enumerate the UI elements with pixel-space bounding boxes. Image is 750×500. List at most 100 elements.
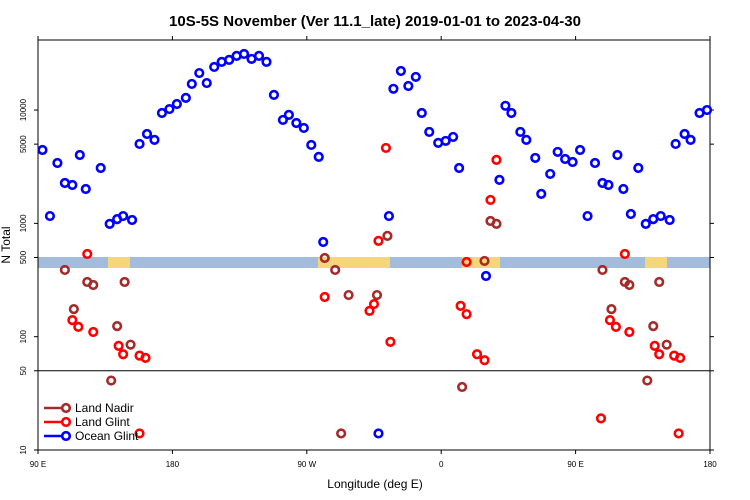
point — [670, 138, 681, 150]
x-tick-label: 180 — [703, 460, 717, 469]
point — [238, 48, 250, 60]
point — [385, 336, 396, 347]
x-tick-label: 180 — [166, 460, 180, 469]
point — [268, 89, 280, 101]
point — [552, 146, 563, 158]
point — [319, 252, 330, 264]
point — [74, 149, 85, 161]
point — [298, 122, 309, 134]
legend-label: Ocean Glint — [75, 429, 139, 443]
point — [654, 276, 665, 288]
point — [395, 65, 406, 77]
point — [480, 270, 492, 282]
point — [403, 80, 414, 92]
point — [455, 300, 466, 311]
point — [118, 349, 129, 360]
chart-title: 10S-5S November (Ver 11.1_late) 2019-01-… — [169, 13, 581, 30]
point — [37, 144, 48, 156]
point — [382, 230, 393, 242]
point — [440, 135, 451, 147]
point — [624, 326, 635, 338]
point — [313, 151, 324, 162]
point — [343, 289, 354, 301]
point — [521, 134, 532, 146]
land-strip — [318, 257, 390, 268]
x-tick-label: 90 E — [30, 460, 46, 469]
x-tick-label: 0 — [439, 460, 444, 469]
point — [88, 279, 99, 291]
point — [368, 298, 380, 310]
point — [624, 279, 635, 291]
point — [67, 179, 78, 191]
point — [180, 92, 191, 103]
point — [125, 339, 136, 350]
land-strip — [108, 257, 130, 268]
point — [388, 83, 399, 94]
point — [201, 77, 212, 89]
point — [673, 428, 684, 439]
point — [471, 349, 483, 360]
point — [604, 315, 616, 326]
point — [574, 144, 586, 156]
point — [642, 375, 653, 386]
point — [567, 156, 578, 168]
point — [610, 321, 622, 332]
point — [545, 168, 556, 180]
point — [371, 289, 383, 301]
point — [186, 78, 197, 90]
point — [410, 71, 421, 83]
point — [209, 61, 220, 73]
point — [612, 149, 623, 161]
map-band — [38, 257, 710, 268]
y-tick-label: 10 — [19, 445, 28, 454]
plot-frame — [37, 39, 711, 451]
point — [479, 355, 490, 366]
point — [485, 194, 496, 206]
point — [59, 264, 70, 276]
point — [141, 128, 153, 140]
point — [506, 107, 517, 119]
point — [603, 179, 614, 191]
land-strip — [645, 257, 667, 268]
legend-marker — [60, 402, 72, 414]
point — [283, 109, 294, 120]
legend-label: Land Glint — [75, 415, 130, 429]
point — [454, 162, 465, 174]
point — [515, 126, 526, 138]
point — [277, 114, 289, 126]
point — [118, 210, 129, 222]
point — [88, 326, 99, 338]
legend-marker — [60, 430, 72, 442]
point — [318, 236, 329, 248]
point — [68, 304, 79, 315]
point — [633, 162, 644, 174]
point — [373, 428, 384, 439]
point — [112, 320, 123, 332]
y-tick-label: 50 — [19, 366, 28, 375]
point — [67, 315, 78, 326]
point — [164, 103, 175, 115]
point — [500, 100, 511, 111]
point — [685, 134, 696, 146]
point — [701, 104, 713, 116]
point — [416, 107, 427, 119]
point — [491, 154, 502, 166]
point — [119, 276, 130, 288]
point — [530, 152, 541, 164]
point — [104, 218, 115, 229]
point — [134, 428, 145, 439]
point — [457, 381, 468, 393]
point — [149, 134, 160, 146]
point — [156, 107, 168, 119]
point — [319, 291, 330, 303]
point — [364, 305, 375, 316]
point — [494, 174, 505, 185]
y-tick-label: 500 — [19, 250, 28, 264]
point — [536, 188, 547, 199]
x-axis-label: Longitude (deg E) — [327, 477, 422, 491]
point — [113, 340, 124, 351]
point — [126, 214, 138, 226]
point — [649, 340, 660, 351]
point — [661, 339, 672, 350]
point — [291, 117, 302, 129]
